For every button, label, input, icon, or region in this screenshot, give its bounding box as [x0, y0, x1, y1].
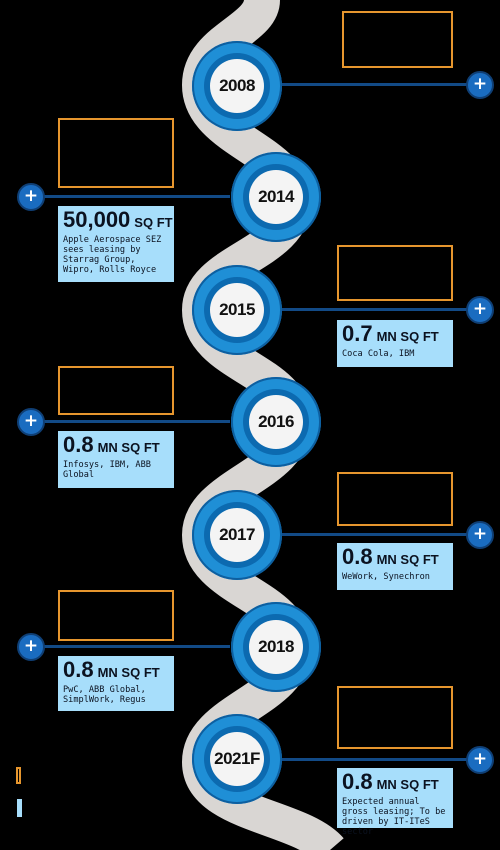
image-placeholder: [58, 590, 174, 641]
year-node: 2008: [192, 41, 282, 131]
stat-unit: MN SQ FT: [376, 777, 439, 792]
plus-icon[interactable]: +: [17, 183, 45, 211]
image-placeholder: [337, 245, 453, 301]
year-label: 2015: [210, 283, 264, 337]
stat-unit: SQ FT: [134, 215, 173, 230]
connector-line: [30, 195, 230, 198]
legend-swatch-frame: [16, 767, 21, 784]
connector-line: [30, 420, 230, 423]
year-label: 2021F: [210, 732, 264, 786]
year-label: 2014: [249, 170, 303, 224]
plus-icon[interactable]: +: [17, 633, 45, 661]
year-node: 2016: [231, 377, 321, 467]
stat-value: 0.8: [342, 544, 373, 569]
year-node: 2017: [192, 490, 282, 580]
image-placeholder: [337, 472, 453, 526]
stat-description: Coca Cola, IBM: [342, 349, 415, 359]
year-node: 2018: [231, 602, 321, 692]
image-placeholder: [342, 11, 453, 68]
connector-line: [280, 758, 475, 761]
year-label: 2016: [249, 395, 303, 449]
stat-description: Infosys, IBM, ABB Global: [63, 460, 151, 480]
info-card: 0.8 MN SQ FT Infosys, IBM, ABB Global: [58, 431, 174, 488]
year-label: 2018: [249, 620, 303, 674]
stat-value: 0.8: [342, 769, 373, 794]
image-placeholder: [58, 118, 174, 188]
legend-swatch-card: [17, 799, 22, 817]
image-placeholder: [58, 366, 174, 415]
year-node: 2014: [231, 152, 321, 242]
connector-line: [280, 308, 475, 311]
stat-description: Expected annual gross leasing; To be dri…: [342, 797, 446, 837]
year-node: 2021F: [192, 714, 282, 804]
stat-description: WeWork, Synechron: [342, 572, 430, 582]
plus-icon[interactable]: +: [466, 71, 494, 99]
info-card: 0.8 MN SQ FT PwC, ABB Global, SimplWork, …: [58, 656, 174, 711]
plus-icon[interactable]: +: [466, 746, 494, 774]
connector-line: [30, 645, 230, 648]
stat-description: PwC, ABB Global, SimplWork, Regus: [63, 685, 146, 705]
stat-unit: MN SQ FT: [97, 440, 160, 455]
stat-unit: MN SQ FT: [97, 665, 160, 680]
stat-value: 0.8: [63, 432, 94, 457]
image-placeholder: [337, 686, 453, 749]
stat-value: 0.7: [342, 321, 373, 346]
stat-unit: MN SQ FT: [376, 552, 439, 567]
connector-line: [280, 83, 475, 86]
stat-value: 50,000: [63, 207, 131, 232]
info-card: 0.8 MN SQ FT Expected annual gross leasin…: [337, 768, 453, 837]
connector-line: [280, 533, 475, 536]
stat-value: 0.8: [63, 657, 94, 682]
year-label: 2008: [210, 59, 264, 113]
info-card: 50,000 SQ FT Apple Aerospace SEZ sees lea…: [58, 206, 174, 282]
plus-icon[interactable]: +: [17, 408, 45, 436]
plus-icon[interactable]: +: [466, 521, 494, 549]
stat-unit: MN SQ FT: [376, 329, 439, 344]
year-node: 2015: [192, 265, 282, 355]
plus-icon[interactable]: +: [466, 296, 494, 324]
year-label: 2017: [210, 508, 264, 562]
info-card: 0.7 MN SQ FT Coca Cola, IBM: [337, 320, 453, 367]
info-card: 0.8 MN SQ FT WeWork, Synechron: [337, 543, 453, 590]
stat-description: Apple Aerospace SEZ sees leasing by Star…: [63, 235, 162, 275]
